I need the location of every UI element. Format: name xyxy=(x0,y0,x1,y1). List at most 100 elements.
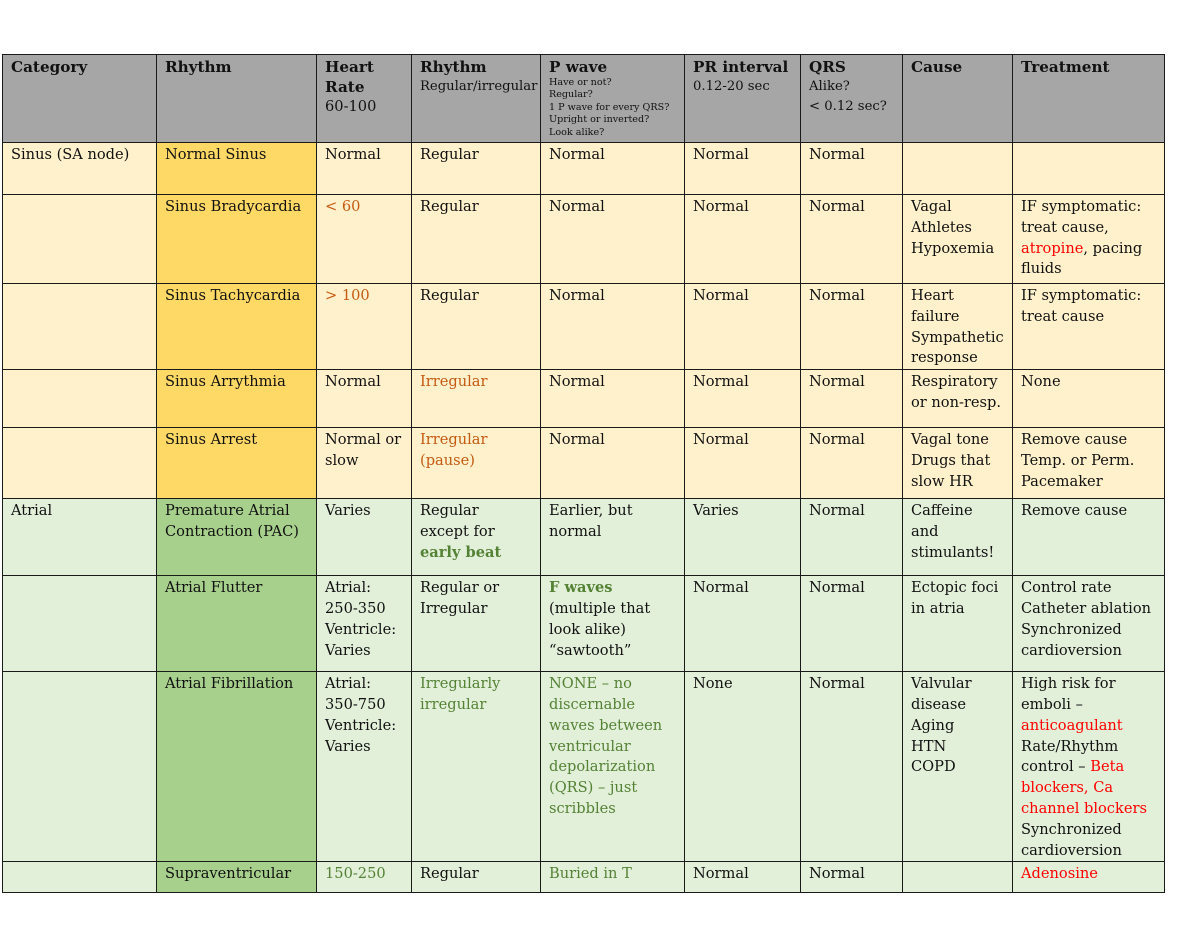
p-wave-cell: Normal xyxy=(540,427,685,500)
treatment-cell: Adenosine xyxy=(1012,861,1165,894)
rhythm-name-cell: Supraventricular xyxy=(156,861,317,894)
cause-cell: Respiratory or non-resp. xyxy=(902,369,1013,429)
header-row: Category Rhythm Heart Rate 60-100 Rhythm… xyxy=(2,54,1165,143)
header-regularity: Rhythm Regular/irregular xyxy=(411,54,541,143)
header-p-wave: P wave Have or not? Regular? 1 P wave fo… xyxy=(540,54,685,143)
qrs-cell: Normal xyxy=(800,142,903,195)
rhythm-name-cell: Normal Sinus xyxy=(156,142,317,195)
header-cause: Cause xyxy=(902,54,1013,143)
table-row: Atrial Premature Atrial Contraction (PAC… xyxy=(2,498,1165,577)
p-wave-cell: Buried in T xyxy=(540,861,685,894)
regularity-cell: Regular xyxy=(411,142,541,195)
table-row: Atrial Flutter Atrial: 250-350 Ventricle… xyxy=(2,575,1165,673)
heart-rate-cell: > 100 xyxy=(316,282,412,371)
regularity-cell: Regular or Irregular xyxy=(411,575,541,673)
table-row: Atrial Fibrillation Atrial: 350-750 Vent… xyxy=(2,671,1165,863)
p-wave-cell: Normal xyxy=(540,142,685,195)
qrs-cell: Normal xyxy=(800,861,903,894)
pr-cell: Normal xyxy=(684,575,801,673)
regularity-cell: Regular xyxy=(411,861,541,894)
regularity-cell: Regular xyxy=(411,194,541,284)
cause-cell: Vagal tone Drugs that slow HR xyxy=(902,427,1013,500)
treatment-cell: Control rate Catheter ablation Synchroni… xyxy=(1012,575,1165,673)
category-cell: Sinus (SA node) xyxy=(2,142,157,195)
rhythm-name-cell: Sinus Bradycardia xyxy=(156,194,317,284)
table-row: Sinus Tachycardia > 100 Regular Normal N… xyxy=(2,282,1165,371)
header-category: Category xyxy=(2,54,157,143)
cause-cell: Valvular disease Aging HTN COPD xyxy=(902,671,1013,863)
regularity-cell: Irregularly irregular xyxy=(411,671,541,863)
pr-cell: Normal xyxy=(684,861,801,894)
treatment-cell: IF symptomatic: treat cause xyxy=(1012,282,1165,371)
category-cell xyxy=(2,861,157,894)
table-row: Supraventricular 150-250 Regular Buried … xyxy=(2,861,1165,894)
treatment-cell xyxy=(1012,142,1165,195)
category-cell xyxy=(2,575,157,673)
table-row: Sinus (SA node) Normal Sinus Normal Regu… xyxy=(2,142,1165,195)
qrs-cell: Normal xyxy=(800,427,903,500)
heart-rate-cell: Normal xyxy=(316,142,412,195)
category-cell xyxy=(2,671,157,863)
treatment-cell: Remove cause Temp. or Perm. Pacemaker xyxy=(1012,427,1165,500)
heart-rate-cell: Atrial: 350-750 Ventricle: Varies xyxy=(316,671,412,863)
qrs-cell: Normal xyxy=(800,498,903,577)
table-row: Sinus Arrythmia Normal Irregular Normal … xyxy=(2,369,1165,429)
pr-cell: Normal xyxy=(684,194,801,284)
rhythm-name-cell: Sinus Arrythmia xyxy=(156,369,317,429)
cause-cell: Caffeine and stimulants! xyxy=(902,498,1013,577)
heart-rate-cell: < 60 xyxy=(316,194,412,284)
heart-rate-cell: Normal or slow xyxy=(316,427,412,500)
header-pr-interval: PR interval 0.12-20 sec xyxy=(684,54,801,143)
rhythm-name-cell: Premature Atrial Contraction (PAC) xyxy=(156,498,317,577)
cause-cell: Vagal Athletes Hypoxemia xyxy=(902,194,1013,284)
category-cell xyxy=(2,427,157,500)
heart-rate-cell: 150-250 xyxy=(316,861,412,894)
category-cell xyxy=(2,282,157,371)
pr-cell: Normal xyxy=(684,282,801,371)
rhythm-name-cell: Atrial Fibrillation xyxy=(156,671,317,863)
pr-cell: Varies xyxy=(684,498,801,577)
header-treatment: Treatment xyxy=(1012,54,1165,143)
header-heart-rate-sub: 60-100 xyxy=(325,98,377,115)
rhythm-name-cell: Atrial Flutter xyxy=(156,575,317,673)
p-wave-cell: F waves (multiple that look alike) “sawto… xyxy=(540,575,685,673)
pr-cell: None xyxy=(684,671,801,863)
table-row: Sinus Arrest Normal or slow Irregular (p… xyxy=(2,427,1165,500)
heart-rate-cell: Normal xyxy=(316,369,412,429)
qrs-cell: Normal xyxy=(800,369,903,429)
treatment-cell: IF symptomatic: treat cause, atropine, p… xyxy=(1012,194,1165,284)
qrs-cell: Normal xyxy=(800,575,903,673)
treatment-cell: None xyxy=(1012,369,1165,429)
p-wave-cell: Earlier, but normal xyxy=(540,498,685,577)
p-wave-cell: Normal xyxy=(540,194,685,284)
category-cell: Atrial xyxy=(2,498,157,577)
p-wave-cell: Normal xyxy=(540,282,685,371)
table-row: Sinus Bradycardia < 60 Regular Normal No… xyxy=(2,194,1165,284)
pr-cell: Normal xyxy=(684,142,801,195)
cause-cell xyxy=(902,861,1013,894)
category-cell xyxy=(2,194,157,284)
rhythm-name-cell: Sinus Tachycardia xyxy=(156,282,317,371)
pr-cell: Normal xyxy=(684,427,801,500)
header-qrs: QRS Alike? < 0.12 sec? xyxy=(800,54,903,143)
rhythm-name-cell: Sinus Arrest xyxy=(156,427,317,500)
regularity-cell: Irregular (pause) xyxy=(411,427,541,500)
header-rhythm: Rhythm xyxy=(156,54,317,143)
treatment-cell: High risk for emboli – anticoagulant Rat… xyxy=(1012,671,1165,863)
cause-cell xyxy=(902,142,1013,195)
regularity-cell: Regular except for early beat xyxy=(411,498,541,577)
heart-rate-cell: Varies xyxy=(316,498,412,577)
p-wave-cell: Normal xyxy=(540,369,685,429)
arrhythmia-table: Category Rhythm Heart Rate 60-100 Rhythm… xyxy=(2,54,1165,894)
qrs-cell: Normal xyxy=(800,194,903,284)
header-heart-rate: Heart Rate 60-100 xyxy=(316,54,412,143)
qrs-cell: Normal xyxy=(800,671,903,863)
cause-cell: Heart failure Sympathetic response xyxy=(902,282,1013,371)
regularity-cell: Regular xyxy=(411,282,541,371)
heart-rate-cell: Atrial: 250-350 Ventricle: Varies xyxy=(316,575,412,673)
pr-cell: Normal xyxy=(684,369,801,429)
regularity-cell: Irregular xyxy=(411,369,541,429)
category-cell xyxy=(2,369,157,429)
treatment-cell: Remove cause xyxy=(1012,498,1165,577)
qrs-cell: Normal xyxy=(800,282,903,371)
